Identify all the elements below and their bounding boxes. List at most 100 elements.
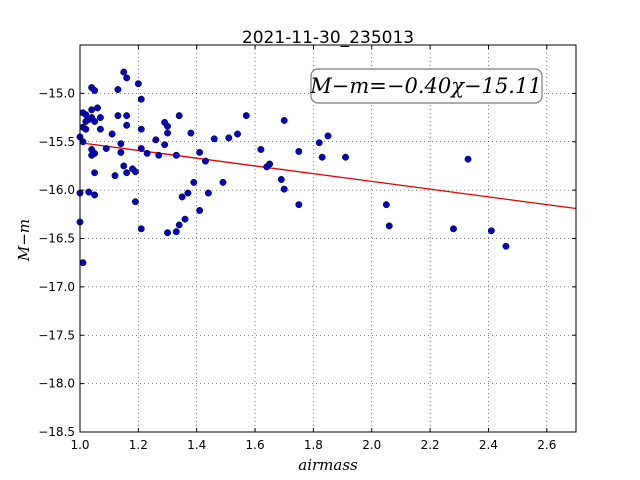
y-tick-label: −18.5	[38, 425, 75, 439]
data-point	[102, 145, 110, 152]
x-tick-label: 2.0	[362, 438, 381, 452]
x-tick-label: 2.4	[479, 438, 498, 452]
chart-title: 2021-11-30_235013	[242, 28, 414, 48]
data-point	[164, 129, 171, 137]
y-tick-label: −16.0	[38, 183, 75, 197]
y-axis-label: M−m	[15, 219, 33, 262]
data-point	[210, 135, 218, 143]
data-point	[96, 114, 104, 122]
y-tick-label: −17.5	[38, 328, 75, 342]
data-point	[91, 117, 99, 125]
data-point	[318, 153, 326, 161]
data-point	[242, 112, 250, 120]
data-point	[277, 176, 285, 183]
data-point	[137, 95, 145, 103]
data-point	[82, 125, 90, 133]
x-tick-label: 1.2	[129, 438, 148, 452]
data-point	[234, 130, 242, 138]
data-point	[190, 178, 198, 186]
x-tick-label: 2.6	[537, 438, 556, 452]
data-point	[502, 242, 510, 250]
data-point	[123, 121, 131, 129]
y-tick-labels: −15.0 −15.5 −16.0 −16.5 −17.0 −17.5 −18.0 −18.5	[38, 86, 75, 439]
data-point	[137, 145, 145, 152]
y-tick-label: −15.5	[38, 135, 75, 149]
data-point	[175, 112, 183, 120]
data-point	[91, 191, 99, 199]
y-tick-label: −18.0	[38, 377, 75, 391]
fit-equation-box: M−m=−0.40χ−15.11	[309, 68, 543, 104]
x-axis-label: airmass	[298, 456, 358, 474]
data-point	[204, 189, 212, 197]
data-point	[219, 178, 227, 186]
x-tick-label: 1.4	[187, 438, 206, 452]
data-point	[91, 87, 99, 94]
data-point	[120, 68, 128, 76]
data-point	[117, 140, 125, 148]
data-point	[225, 134, 233, 142]
x-tick-label: 1.8	[304, 438, 323, 452]
data-point	[111, 172, 119, 180]
data-point	[123, 169, 131, 177]
data-point	[117, 148, 125, 156]
data-point	[196, 206, 204, 214]
data-point	[137, 125, 145, 133]
data-point	[96, 125, 104, 133]
fit-line	[79, 142, 577, 210]
x-tick-label: 1.6	[246, 438, 265, 452]
data-point	[178, 193, 186, 201]
data-point	[315, 139, 323, 147]
data-point	[295, 147, 303, 155]
data-point	[324, 132, 332, 140]
data-point	[161, 141, 169, 149]
data-point	[342, 153, 349, 161]
y-tick-label: −15.0	[38, 86, 75, 100]
data-point	[91, 149, 99, 157]
data-point	[108, 130, 116, 138]
y-tick-label: −16.5	[38, 232, 75, 246]
data-point	[164, 122, 171, 130]
fit-equation: M−m=−0.40χ−15.11	[309, 74, 541, 98]
data-point	[196, 148, 204, 156]
data-point	[175, 221, 183, 229]
y-tick-label: −17.0	[38, 280, 75, 294]
data-point	[385, 222, 393, 230]
x-tick-label: 2.2	[421, 438, 440, 452]
data-point	[280, 117, 288, 124]
data-point	[123, 112, 131, 120]
data-point	[172, 228, 180, 236]
x-tick-labels: 1.0 1.2 1.4 1.6 1.8 2.0 2.2 2.4 2.6	[70, 438, 556, 452]
data-points	[76, 68, 510, 267]
data-point	[120, 162, 128, 170]
data-point	[187, 129, 195, 137]
data-point	[114, 86, 122, 93]
data-point	[257, 146, 265, 153]
data-point	[152, 136, 160, 144]
data-point	[266, 160, 274, 168]
data-point	[450, 225, 457, 233]
data-point	[137, 225, 145, 233]
data-point	[280, 185, 288, 193]
data-point	[85, 188, 93, 196]
data-point	[143, 149, 151, 157]
data-point	[382, 201, 390, 209]
data-point	[155, 151, 163, 159]
data-point	[88, 106, 96, 114]
data-point	[184, 189, 192, 197]
data-point	[131, 168, 139, 176]
data-point	[202, 157, 209, 165]
data-point	[131, 198, 139, 206]
data-point	[94, 104, 101, 112]
axis-ticks	[79, 45, 576, 433]
data-point	[172, 151, 180, 159]
data-point	[487, 227, 495, 235]
data-point	[134, 80, 142, 88]
data-point	[114, 112, 122, 120]
data-point	[164, 229, 171, 237]
data-point	[181, 215, 189, 223]
data-point	[79, 259, 87, 267]
data-point	[123, 74, 131, 82]
data-point	[295, 201, 303, 209]
data-point	[464, 155, 472, 163]
